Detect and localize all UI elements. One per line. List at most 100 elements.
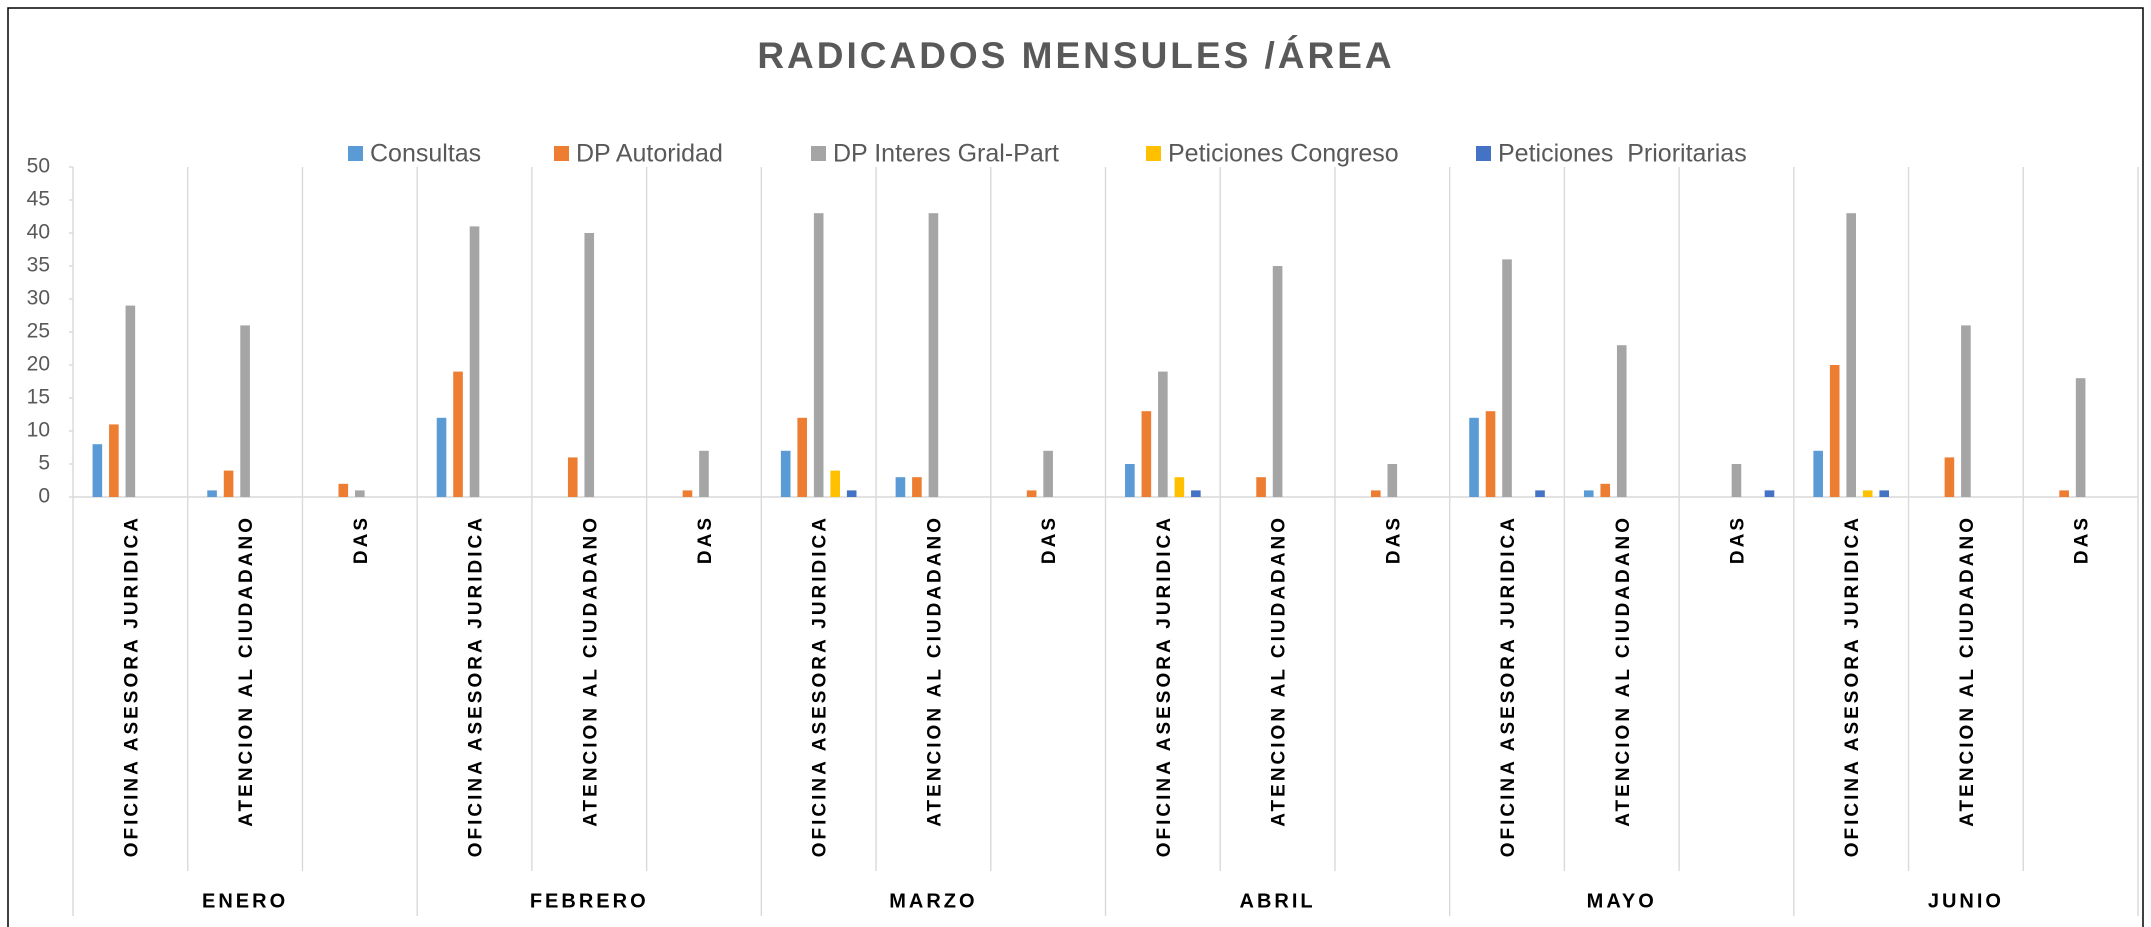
bar (912, 477, 922, 497)
group-label: JUNIO (1928, 890, 2004, 912)
legend-swatch (554, 146, 569, 161)
x-tick-label: DAS (1727, 515, 1748, 564)
bar (92, 444, 103, 497)
chart-title: RADICADOS MENSULES /ÁREA (757, 35, 1394, 76)
bar (1469, 417, 1479, 497)
x-tick-label: ATENCION AL CIUDADANO (1957, 515, 1978, 827)
bar (1158, 371, 1168, 497)
y-tick-label: 10 (27, 419, 50, 442)
bar (453, 371, 463, 497)
legend-label: Consultas (370, 140, 481, 168)
x-tick-label: OFICINA ASESORA JURIDICA (1498, 515, 1519, 857)
bar (1961, 325, 1971, 497)
bar (1174, 477, 1185, 497)
group-label: ABRIL (1240, 890, 1316, 912)
bar (813, 213, 824, 497)
bar (1879, 490, 1889, 497)
legend-label: DP Autoridad (576, 140, 723, 168)
x-tick-label: DAS (351, 515, 372, 564)
x-tick-label: OFICINA ASESORA JURIDICA (1154, 515, 1175, 857)
bar (1862, 490, 1873, 497)
bar (1944, 457, 1955, 497)
bar (928, 213, 939, 497)
y-tick-label: 20 (27, 353, 50, 376)
group-label: FEBRERO (530, 890, 649, 912)
x-tick-label: OFICINA ASESORA JURIDICA (466, 515, 487, 857)
y-tick-label: 5 (38, 452, 50, 475)
y-tick-label: 0 (38, 485, 50, 508)
bar (1141, 411, 1152, 497)
legend-swatch (348, 146, 363, 161)
group-label: MARZO (889, 890, 977, 912)
bar (338, 483, 349, 497)
bar (1387, 464, 1398, 497)
x-tick-label: ATENCION AL CIUDADANO (924, 515, 945, 827)
bar (1485, 411, 1496, 497)
bar (207, 490, 217, 497)
y-tick-label: 50 (27, 155, 50, 178)
bar (1616, 345, 1627, 497)
bar (846, 490, 857, 497)
y-tick-label: 45 (27, 188, 50, 211)
bar (584, 233, 595, 497)
bar (2059, 490, 2069, 497)
bar (1371, 490, 1381, 497)
bar (355, 490, 365, 497)
x-tick-label: ATENCION AL CIUDADANO (580, 515, 601, 827)
bar (436, 417, 447, 497)
x-tick-label: DAS (1383, 515, 1404, 564)
bar (797, 417, 807, 497)
legend-label: Peticiones Congreso (1168, 140, 1399, 168)
bar (240, 325, 250, 497)
x-tick-label: ATENCION AL CIUDADANO (1613, 515, 1634, 827)
y-tick-label: 35 (27, 254, 50, 277)
chart-frame (7, 7, 2144, 927)
bar (469, 226, 480, 497)
bar (125, 305, 136, 497)
bar (1026, 490, 1037, 497)
x-tick-label: OFICINA ASESORA JURIDICA (1842, 515, 1863, 857)
bar (109, 424, 119, 497)
group-label: ENERO (202, 890, 288, 912)
x-tick-label: OFICINA ASESORA JURIDICA (810, 515, 831, 857)
bar (1829, 365, 1840, 497)
bar (780, 450, 791, 497)
x-tick-label: DAS (2072, 515, 2093, 564)
bar (699, 450, 709, 497)
x-tick-label: ATENCION AL CIUDADANO (236, 515, 257, 827)
group-label: MAYO (1587, 890, 1657, 912)
x-tick-label: DAS (695, 515, 716, 564)
bar (1813, 450, 1823, 497)
bar (2075, 378, 2086, 497)
x-tick-label: OFICINA ASESORA JURIDICA (121, 515, 142, 857)
bar (1764, 490, 1775, 497)
bar (1502, 259, 1512, 497)
bar (1043, 450, 1053, 497)
y-tick-label: 40 (27, 221, 50, 244)
bar (1535, 490, 1545, 497)
legend-swatch (1146, 146, 1161, 161)
bar (1125, 464, 1135, 497)
bar (1191, 490, 1201, 497)
y-tick-label: 15 (27, 386, 50, 409)
bar (830, 470, 840, 497)
x-tick-label: DAS (1039, 515, 1060, 564)
bar (1600, 483, 1611, 497)
legend-swatch (811, 146, 826, 161)
legend-swatch (1476, 146, 1491, 161)
bar (1583, 490, 1594, 497)
y-tick-label: 25 (27, 320, 50, 343)
x-tick-label: ATENCION AL CIUDADANO (1269, 515, 1290, 827)
y-tick-label: 30 (27, 287, 50, 310)
bar (567, 457, 578, 497)
legend-label: Peticiones Prioritarias (1498, 140, 1747, 168)
bar (223, 470, 234, 497)
bar (1731, 464, 1742, 497)
legend-label: DP Interes Gral-Part (833, 140, 1059, 168)
bar (1846, 213, 1856, 497)
bar (895, 477, 906, 497)
bar (682, 490, 693, 497)
bar (1272, 266, 1283, 497)
bar (1256, 477, 1266, 497)
